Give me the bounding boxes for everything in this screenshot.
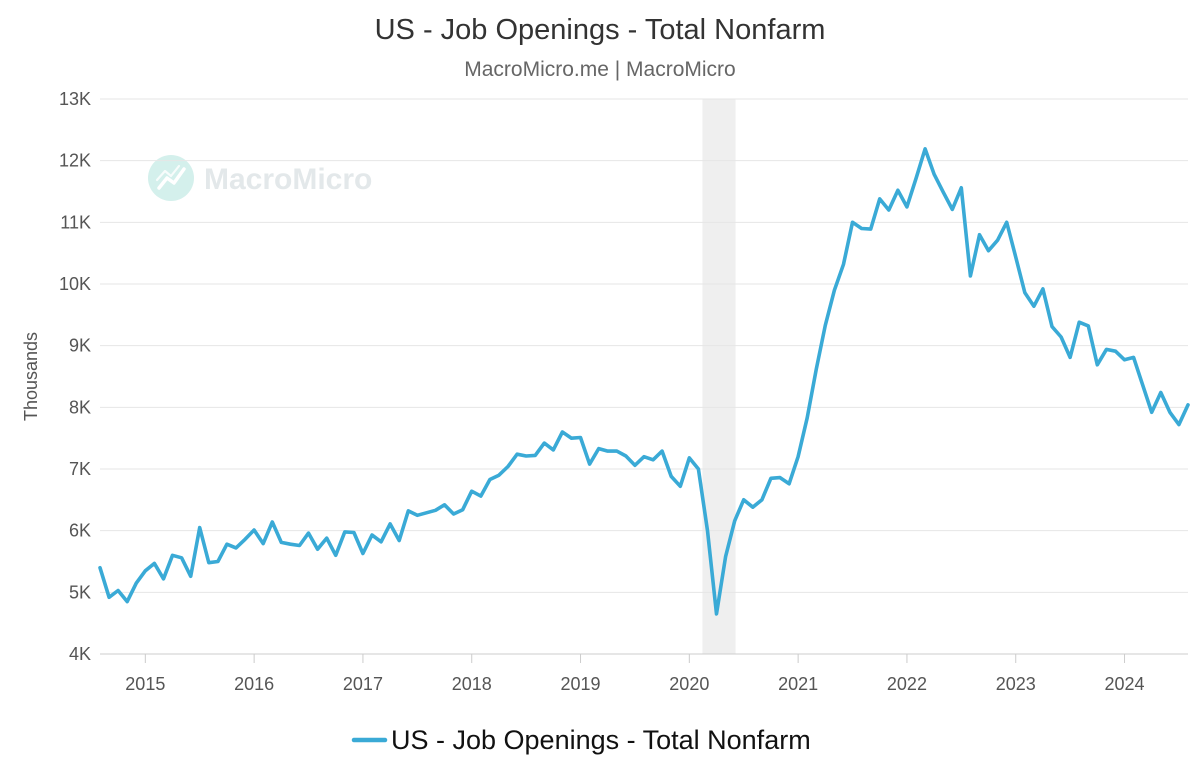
x-tick-label: 2015 [125, 674, 165, 694]
y-tick-label: 11K [60, 212, 91, 232]
x-tick-label: 2018 [452, 674, 492, 694]
y-tick-label: 12K [59, 151, 91, 171]
x-axis-ticks: 2015 2016 2017 2018 2019 2020 2021 2022 2023 2024 [125, 654, 1145, 694]
y-tick-label: 4K [69, 644, 91, 664]
y-axis-label: Thousands [21, 332, 41, 421]
gridlines [100, 98, 1188, 655]
chart-subtitle: MacroMicro.me | MacroMicro [464, 58, 735, 81]
x-tick-label: 2017 [343, 674, 383, 694]
x-tick-label: 2021 [778, 674, 818, 694]
x-tick-label: 2024 [1105, 674, 1145, 694]
y-tick-label: 7K [69, 459, 91, 479]
y-tick-label: 8K [69, 397, 91, 417]
legend[interactable]: US - Job Openings - Total Nonfarm [351, 725, 811, 755]
series-line-job-openings [98, 147, 1190, 616]
watermark-text: MacroMicro [204, 163, 372, 196]
y-tick-label: 9K [69, 336, 91, 356]
x-tick-label: 2019 [561, 674, 601, 694]
macromicro-logo-icon [148, 155, 194, 201]
x-tick-label: 2020 [669, 674, 709, 694]
y-axis-ticks: 4K 5K 6K 7K 8K 9K 10K 11K 12K 13K [59, 89, 91, 664]
y-tick-label: 10K [59, 274, 91, 294]
watermark: MacroMicro [148, 155, 372, 201]
x-tick-label: 2022 [887, 674, 927, 694]
recession-band [702, 99, 736, 654]
y-tick-label: 5K [69, 582, 91, 602]
y-tick-label: 13K [59, 89, 91, 109]
legend-label[interactable]: US - Job Openings - Total Nonfarm [391, 725, 811, 755]
y-tick-label: 6K [69, 521, 91, 541]
x-tick-label: 2016 [234, 674, 274, 694]
chart-title: US - Job Openings - Total Nonfarm [375, 14, 826, 46]
x-tick-label: 2023 [996, 674, 1036, 694]
